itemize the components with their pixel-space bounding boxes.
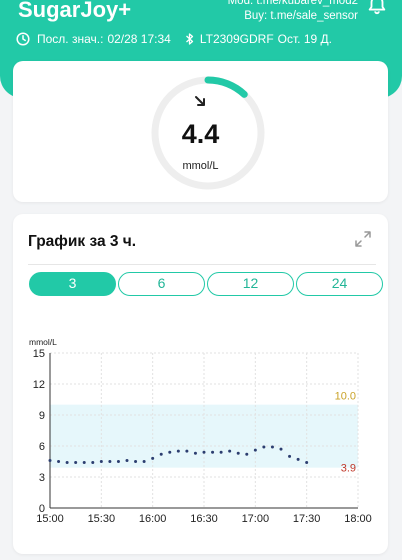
data-point [48, 458, 52, 462]
arrow-down-right-icon [195, 96, 205, 106]
x-tick-label: 17:30 [293, 513, 321, 525]
expand-icon[interactable] [354, 230, 372, 248]
app-title: SugarJoy+ [18, 0, 132, 22]
data-point [151, 456, 155, 460]
y-tick-label: 15 [33, 348, 45, 360]
data-point [116, 460, 120, 463]
range-button-12[interactable]: 12 [207, 272, 294, 296]
sensor-id: LT2309GDRF [199, 32, 274, 46]
range-button-3[interactable]: 3 [29, 272, 116, 296]
data-point [134, 460, 138, 463]
target-low-label: 3.9 [341, 463, 356, 475]
glucose-value: 4.4 [181, 119, 220, 149]
divider [28, 264, 376, 265]
last-value-label: Посл. знач.: [37, 32, 104, 46]
sensor-remaining: Ост. 19 Д. [277, 32, 332, 46]
mod-info: Mod: t.me/kubarev_mod2 Buy: t.me/sale_se… [198, 0, 358, 24]
x-tick-label: 16:00 [139, 513, 167, 525]
data-point [296, 457, 300, 461]
y-tick-label: 12 [33, 379, 45, 391]
data-point [142, 460, 146, 463]
data-point [176, 449, 180, 453]
x-tick-label: 15:30 [88, 513, 116, 525]
data-point [57, 460, 61, 463]
buy-link[interactable]: Buy: t.me/sale_sensor [244, 10, 358, 22]
data-point [253, 448, 257, 452]
history-chart-card: График за 3 ч. 3 6 12 24 0 3 6 9 12 15 15:00 15… [13, 214, 388, 554]
data-point [65, 461, 69, 465]
data-point [228, 449, 232, 453]
glucose-unit: mmol/L [182, 160, 219, 172]
target-high-label: 10.0 [335, 391, 356, 403]
gauge-progress-arc [204, 76, 248, 98]
x-tick-label: 17:00 [242, 513, 270, 525]
data-point [74, 461, 78, 465]
data-point [236, 451, 240, 455]
y-axis-label: mmol/L [29, 337, 57, 347]
x-tick-label: 15:00 [36, 513, 64, 525]
last-value-time: 02/28 17:34 [107, 32, 171, 46]
glucose-chart: 0 3 6 9 12 15 15:00 15:30 16:00 16:30 17:00 17:30 18… [29, 337, 372, 525]
data-point [211, 450, 215, 454]
bell-icon[interactable] [366, 0, 388, 16]
mod-link[interactable]: Mod: t.me/kubarev_mod2 [227, 0, 358, 7]
data-point [305, 461, 309, 465]
bluetooth-icon [185, 32, 195, 46]
data-point [159, 452, 163, 456]
current-glucose-card: 4.4 mmol/L [13, 61, 388, 202]
data-point [288, 454, 292, 458]
data-point [185, 449, 189, 453]
range-button-6[interactable]: 6 [118, 272, 205, 296]
data-point [168, 450, 172, 454]
clock-icon [16, 32, 30, 46]
data-point [99, 460, 103, 463]
y-tick-label: 6 [39, 441, 45, 453]
range-button-24[interactable]: 24 [296, 272, 383, 296]
x-tick-label: 16:30 [190, 513, 218, 525]
sensor-info-row: Посл. знач.: 02/28 17:34 LT2309GDRF Ост.… [16, 32, 332, 46]
data-point [279, 447, 283, 451]
y-tick-label: 0 [39, 503, 45, 515]
data-point [108, 460, 112, 463]
data-point [91, 461, 95, 465]
data-point [125, 458, 129, 462]
y-tick-label: 3 [39, 472, 45, 484]
data-point [270, 445, 274, 449]
y-tick-label: 9 [39, 410, 45, 422]
data-point [219, 450, 223, 454]
data-point [193, 451, 197, 455]
chart-title: График за 3 ч. [28, 233, 137, 250]
data-point [82, 461, 86, 465]
data-point [262, 445, 266, 449]
x-tick-label: 18:00 [344, 513, 372, 525]
glucose-gauge [151, 76, 265, 190]
data-point [245, 452, 249, 456]
data-point [202, 450, 206, 454]
